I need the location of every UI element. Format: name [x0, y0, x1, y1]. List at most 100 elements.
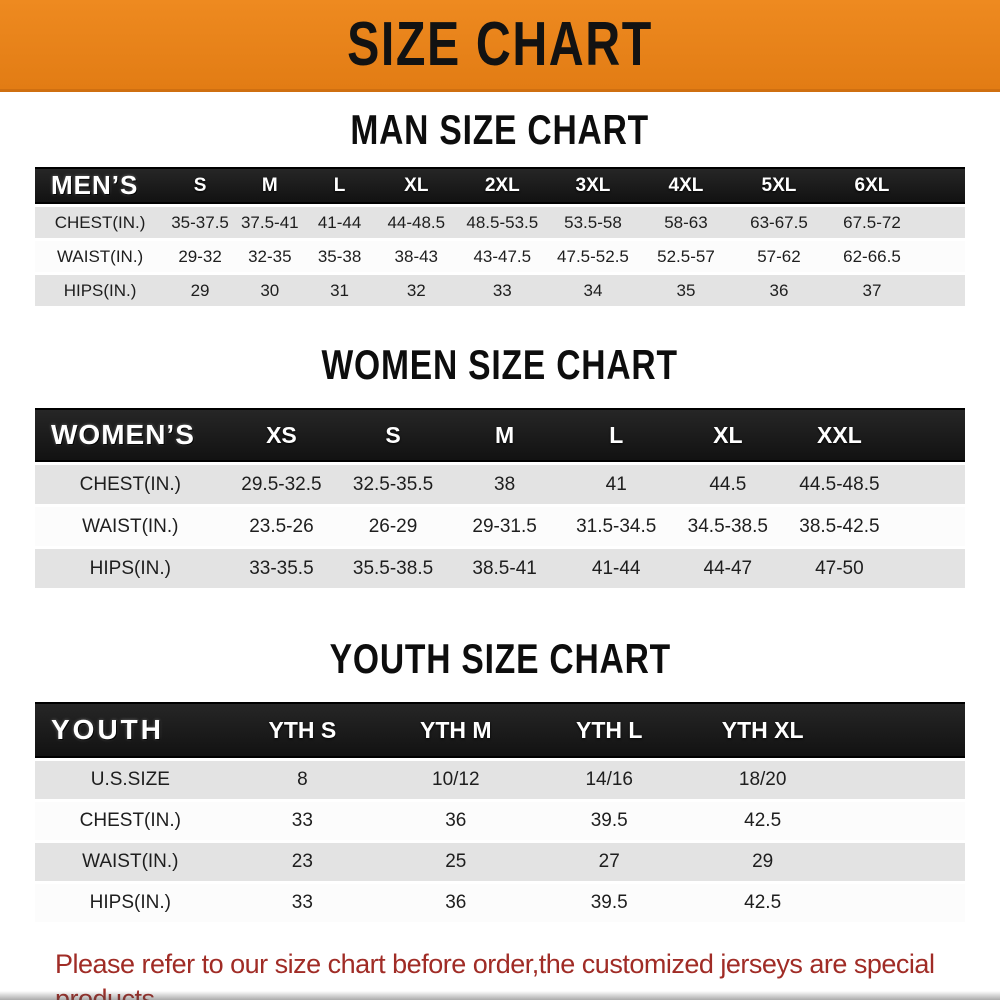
table-cell: 39.5 [532, 802, 686, 840]
table-cell: 43-47.5 [458, 241, 547, 272]
table-cell: 44-47 [672, 549, 784, 588]
table-row: HIPS(IN.) 33-35.5 35.5-38.5 38.5-41 41-44 44-… [35, 549, 965, 588]
table-cell: 32.5-35.5 [337, 465, 449, 504]
table-cell: 18/20 [685, 761, 840, 799]
table-cell: 52.5-57 [639, 241, 733, 272]
column-header: XL [374, 167, 459, 204]
table-row: CHEST(IN.) 29.5-32.5 32.5-35.5 38 41 44.5 44.5… [35, 465, 965, 504]
cell-filler [839, 843, 965, 881]
table-header-row: YOUTH YTH S YTH M YTH L YTH XL [35, 702, 965, 758]
table-row: HIPS(IN.) 29 30 31 32 33 34 35 36 37 [35, 275, 965, 306]
table-row: HIPS(IN.) 33 36 39.5 42.5 [35, 884, 965, 922]
youth-size-table: YOUTH YTH S YTH M YTH L YTH XL U.S.SIZE 8 10/12… [35, 699, 965, 925]
table-row: U.S.SIZE 8 10/12 14/16 18/20 [35, 761, 965, 799]
banner: SIZE CHART [0, 0, 1000, 92]
table-cell: 38.5-42.5 [783, 507, 896, 546]
header-filler [918, 167, 965, 204]
column-header: XXL [783, 408, 896, 462]
table-cell: 38.5-41 [448, 549, 561, 588]
cell-filler [918, 241, 965, 272]
cell-filler [839, 802, 965, 840]
table-row: WAIST(IN.) 23 25 27 29 [35, 843, 965, 881]
column-header: S [337, 408, 449, 462]
table-cell: 48.5-53.5 [458, 207, 547, 238]
column-header: 4XL [639, 167, 733, 204]
table-cell: 23 [225, 843, 380, 881]
table-cell: 42.5 [685, 884, 840, 922]
table-group-label: WOMEN’S [35, 408, 226, 462]
table-cell: 29 [165, 275, 235, 306]
table-cell: 34.5-38.5 [672, 507, 784, 546]
table-cell: 41-44 [304, 207, 375, 238]
table-cell: 35-38 [304, 241, 375, 272]
table-cell: 39.5 [532, 884, 686, 922]
row-label: WAIST(IN.) [35, 843, 226, 881]
row-label: WAIST(IN.) [35, 507, 226, 546]
disclaimer: Please refer to our size chart before or… [55, 947, 1000, 1000]
column-header: L [304, 167, 375, 204]
table-row: CHEST(IN.) 35-37.5 37.5-41 41-44 44-48.5 48.5… [35, 207, 965, 238]
table-cell: 29.5-32.5 [225, 465, 338, 504]
column-header: M [234, 167, 305, 204]
women-size-title-text: WOMEN SIZE CHART [321, 341, 679, 388]
column-header: XS [225, 408, 338, 462]
table-cell: 62-66.5 [825, 241, 919, 272]
youth-size-title-text: YOUTH SIZE CHART [329, 635, 671, 682]
row-label: CHEST(IN.) [35, 465, 226, 504]
column-header: YTH M [379, 702, 533, 758]
table-cell: 37.5-41 [234, 207, 305, 238]
table-cell: 41-44 [560, 549, 673, 588]
youth-size-title: YOUTH SIZE CHART [0, 635, 1000, 683]
column-header: L [560, 408, 673, 462]
youth-size-section: YOUTH SIZE CHART YOUTH YTH S YTH M YTH L YTH… [0, 635, 1000, 925]
table-cell: 38 [448, 465, 561, 504]
row-label: WAIST(IN.) [35, 241, 166, 272]
table-header-row: WOMEN’S XS S M L XL XXL [35, 408, 965, 462]
table-cell: 44.5 [672, 465, 784, 504]
cell-filler [839, 884, 965, 922]
column-header: 6XL [825, 167, 919, 204]
table-cell: 63-67.5 [732, 207, 826, 238]
table-cell: 67.5-72 [825, 207, 919, 238]
column-header: 3XL [546, 167, 640, 204]
man-size-section: MAN SIZE CHART MEN’S S M L XL 2XL 3XL 4XL 5XL 6XL… [0, 106, 1000, 309]
women-size-section: WOMEN SIZE CHART WOMEN’S XS S M L XL XXL CHEST(… [0, 341, 1000, 591]
table-cell: 36 [379, 802, 533, 840]
table-cell: 32-35 [234, 241, 305, 272]
header-filler [839, 702, 965, 758]
table-cell: 8 [225, 761, 380, 799]
table-cell: 10/12 [379, 761, 533, 799]
table-cell: 30 [234, 275, 305, 306]
cell-filler [895, 549, 965, 588]
table-cell: 42.5 [685, 802, 840, 840]
row-label: HIPS(IN.) [35, 884, 226, 922]
table-cell: 31.5-34.5 [560, 507, 673, 546]
cell-filler [918, 275, 965, 306]
men-size-table: MEN’S S M L XL 2XL 3XL 4XL 5XL 6XL CHEST(IN.) 35-37… [35, 164, 965, 309]
table-cell: 34 [546, 275, 640, 306]
table-cell: 57-62 [732, 241, 826, 272]
table-cell: 35.5-38.5 [337, 549, 449, 588]
table-row: WAIST(IN.) 29-32 32-35 35-38 38-43 43-47.5 47.… [35, 241, 965, 272]
banner-title: SIZE CHART [347, 10, 653, 79]
table-cell: 25 [379, 843, 533, 881]
table-cell: 14/16 [532, 761, 686, 799]
disclaimer-line-1: Please refer to our size chart before or… [55, 949, 935, 1000]
table-row: CHEST(IN.) 33 36 39.5 42.5 [35, 802, 965, 840]
table-cell: 35-37.5 [165, 207, 235, 238]
table-cell: 23.5-26 [225, 507, 338, 546]
women-size-table: WOMEN’S XS S M L XL XXL CHEST(IN.) 29.5-32.5 32.5… [35, 405, 965, 591]
cell-filler [895, 465, 965, 504]
table-cell: 33 [458, 275, 547, 306]
women-size-title: WOMEN SIZE CHART [0, 341, 1000, 389]
table-cell: 26-29 [337, 507, 449, 546]
row-label: HIPS(IN.) [35, 549, 226, 588]
table-cell: 29-32 [165, 241, 235, 272]
table-cell: 44-48.5 [374, 207, 459, 238]
table-cell: 36 [732, 275, 826, 306]
table-cell: 33 [225, 802, 380, 840]
table-cell: 53.5-58 [546, 207, 640, 238]
table-cell: 47.5-52.5 [546, 241, 640, 272]
table-cell: 47-50 [783, 549, 896, 588]
